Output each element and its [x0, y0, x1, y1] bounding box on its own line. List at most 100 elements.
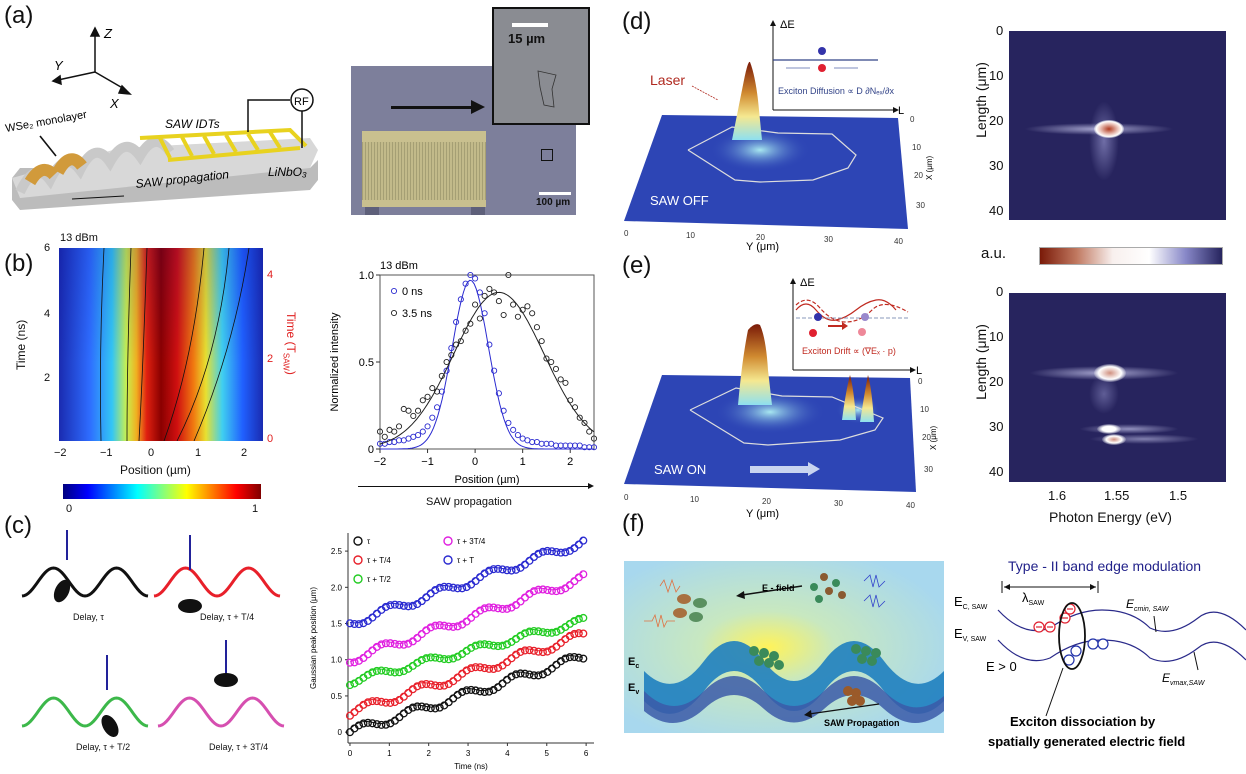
data-point [516, 669, 525, 678]
data-point [404, 688, 413, 697]
data-point [516, 597, 525, 606]
data-point [495, 390, 502, 397]
data-point [448, 351, 455, 359]
data-point [404, 705, 413, 715]
scale-bar-main [539, 192, 571, 195]
saw-off-surface-plot: SAW OFF Laser ΔE L Exciton Diffusion ∝ D… [624, 19, 934, 253]
data-point [368, 719, 377, 728]
data-point [471, 686, 480, 695]
data-point [520, 669, 530, 678]
data-point [413, 682, 422, 691]
wave-delay-diagrams [21, 530, 285, 737]
data-point [435, 583, 444, 592]
svg-text:10: 10 [686, 231, 695, 240]
colorbar [63, 484, 261, 499]
data-point [440, 582, 449, 591]
data-point [480, 604, 489, 613]
legend-label: τ + 3T/4 [457, 537, 486, 546]
y-axis-label: Y (μm) [746, 508, 779, 520]
data-point [354, 721, 363, 730]
legend-marker [390, 309, 398, 317]
data-point [543, 546, 552, 556]
data-point [511, 565, 521, 574]
data-point [476, 289, 483, 296]
inset-x-label: L [916, 365, 922, 377]
x-tick-label: 0 [472, 456, 478, 468]
data-point [426, 704, 435, 713]
data-point [576, 414, 583, 421]
data-point [386, 639, 395, 648]
ytick: 6 [44, 242, 51, 254]
svg-text:10: 10 [912, 143, 921, 152]
data-point [476, 573, 485, 582]
inset-y-label: ΔE [780, 19, 795, 31]
y-tick-label: 2.5 [331, 547, 343, 556]
heatmap-ylabel-right: Time (TSAW) [281, 312, 298, 375]
data-point [372, 720, 381, 729]
laser-label: Laser [650, 72, 685, 88]
panel-a-label: (a) [4, 2, 34, 29]
data-point [453, 584, 462, 593]
saw-propagation-arrow [358, 486, 590, 487]
data-point [458, 584, 467, 593]
data-point [462, 666, 471, 675]
data-point [467, 320, 474, 327]
axes-triad [51, 26, 132, 95]
ytick-right: 0 [267, 433, 274, 445]
ev-label: Ev [628, 682, 639, 696]
heatmap-ylabel: Time (ns) [14, 319, 28, 370]
data-point [390, 639, 399, 648]
data-point [507, 654, 516, 663]
hole-icons [1063, 638, 1109, 666]
panel-c-label: (c) [4, 512, 32, 539]
data-point [471, 576, 480, 586]
data-point [519, 306, 526, 313]
ytick: 30 [989, 419, 1004, 434]
data-point [386, 601, 395, 610]
svg-text:20: 20 [756, 233, 765, 242]
data-point [386, 698, 395, 707]
data-point [462, 582, 471, 592]
data-point [350, 619, 359, 629]
data-point [567, 397, 574, 404]
data-point [449, 654, 458, 663]
data-point [574, 629, 583, 638]
data-point [524, 303, 531, 310]
data-point [408, 703, 417, 712]
data-point [485, 687, 494, 696]
caption-line-2: spatially generated electric field [988, 734, 1185, 749]
drift-caption: Exciton Drift ∝ (∇Eₓ · p) [802, 346, 896, 356]
data-point [457, 296, 464, 303]
svg-text:30: 30 [824, 235, 833, 244]
data-point [493, 604, 503, 613]
xtick: 1.6 [1048, 488, 1067, 503]
scale-label-main: 100 µm [536, 197, 571, 208]
ec-label: Ec [628, 656, 639, 670]
legend-marker [443, 536, 453, 546]
data-point [458, 687, 467, 697]
data-point [581, 419, 588, 426]
valence-band-surface [644, 676, 944, 724]
data-point [453, 341, 460, 348]
data-point [376, 428, 384, 435]
panel-e-label: (e) [622, 252, 652, 279]
data-point [525, 646, 534, 655]
ytick: 20 [989, 113, 1004, 128]
svg-text:40: 40 [906, 501, 915, 510]
data-point [571, 404, 579, 411]
drift-inset [790, 278, 916, 373]
spectrum-saw-off [1009, 31, 1226, 220]
data-point [505, 271, 512, 279]
data-point [485, 664, 494, 673]
data-point [354, 620, 363, 629]
x-tick-label: 0 [348, 749, 353, 758]
legend-label: τ + T/4 [367, 556, 391, 565]
data-point [481, 310, 488, 317]
data-point [502, 566, 512, 575]
data-point [395, 713, 404, 722]
data-point [363, 698, 372, 707]
data-point [417, 655, 426, 665]
idts-label: SAW IDTs [165, 117, 220, 131]
svg-text:30: 30 [924, 465, 933, 474]
x-axis-label: X (μm) [929, 426, 938, 450]
